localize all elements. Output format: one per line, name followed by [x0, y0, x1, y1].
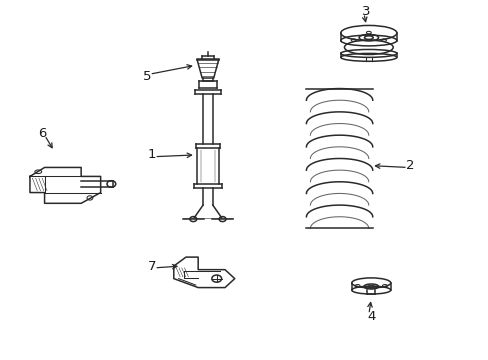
- Text: 5: 5: [142, 69, 151, 82]
- Text: 1: 1: [147, 148, 156, 161]
- Text: 3: 3: [362, 5, 370, 18]
- Text: 6: 6: [38, 127, 46, 140]
- Text: 7: 7: [147, 260, 156, 273]
- Text: 2: 2: [405, 159, 414, 172]
- Text: 4: 4: [366, 310, 375, 323]
